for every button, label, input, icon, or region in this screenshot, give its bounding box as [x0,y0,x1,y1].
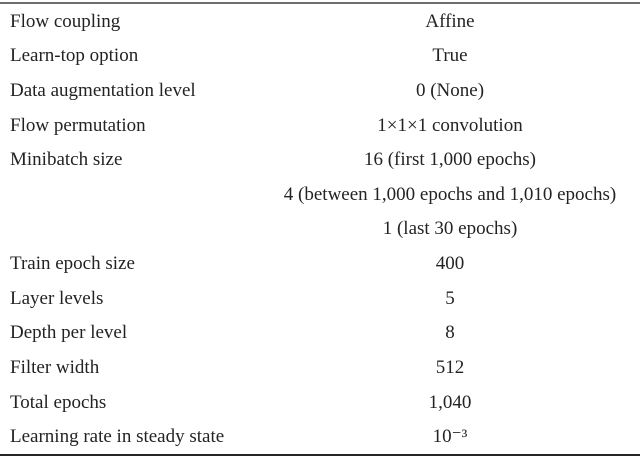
param-value-cell: 1,040 [428,391,472,413]
table-row: Learning rate in steady state 10⁻³ [0,419,640,454]
param-value-cell: 4 (between 1,000 epochs and 1,010 epochs… [283,183,617,205]
param-name-cell: Flow permutation [10,114,146,136]
param-value-cell: 10⁻³ [432,426,468,448]
param-name-cell: Data augmentation level [10,80,196,102]
param-name-cell: Depth per level [10,322,128,344]
param-name-cell: Learn-top option [10,45,139,67]
param-value-cell: 0 (None) [415,80,485,102]
table-row: Layer levels 5 [0,281,640,316]
param-name-cell: Layer levels [10,287,104,309]
param-value-cell: True [432,45,468,67]
table-row: Filter width 512 [0,350,640,385]
param-value-cell: 400 [435,253,465,275]
param-value-cell: Affine [425,10,475,32]
table-bottom-rule [0,454,640,456]
param-name-cell: Train epoch size [10,253,135,275]
table-row: 4 (between 1,000 epochs and 1,010 epochs… [0,177,640,212]
table-row: Flow coupling Affine [0,4,640,39]
table-row: 1 (last 30 epochs) [0,212,640,247]
table-top-rule [0,2,640,4]
param-value-cell: 5 [445,287,455,309]
param-value-cell: 8 [445,322,455,344]
table-row: Learn-top option True [0,39,640,74]
param-value-cell: 1 (last 30 epochs) [382,218,518,240]
table-row: Depth per level 8 [0,315,640,350]
table-row: Minibatch size 16 (first 1,000 epochs) [0,142,640,177]
param-value-cell: 512 [435,356,465,378]
table-row: Data augmentation level 0 (None) [0,73,640,108]
param-value-cell: 1×1×1 convolution [377,114,523,136]
table-row: Train epoch size 400 [0,246,640,281]
param-name-cell: Learning rate in steady state [10,426,225,448]
table-body: Flow coupling Affine Learn-top option Tr… [0,4,640,454]
param-name-cell: Total epochs [10,391,107,413]
table-row: Total epochs 1,040 [0,385,640,420]
param-name-cell: Flow coupling [10,10,121,32]
param-name-cell: Filter width [10,356,100,378]
table-row: Flow permutation 1×1×1 convolution [0,108,640,143]
param-value-cell: 16 (first 1,000 epochs) [363,149,537,171]
param-name-cell: Minibatch size [10,149,123,171]
